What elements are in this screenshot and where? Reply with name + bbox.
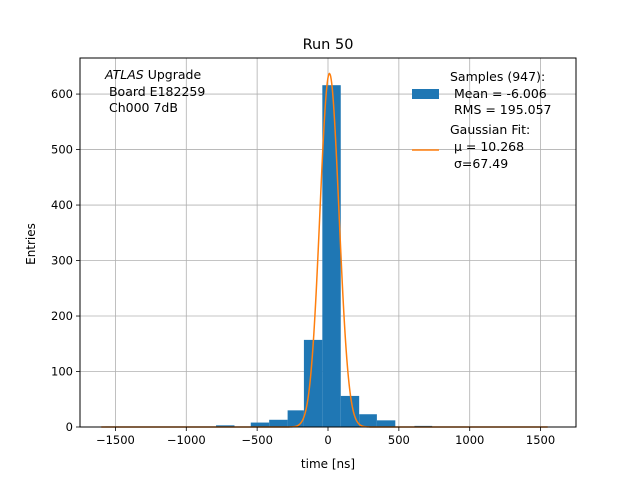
histogram-bar [303,339,323,427]
legend-fit-mu: μ = 10.268 [450,139,524,154]
histogram-bar [359,414,377,427]
legend-histogram-mean: Mean = -6.006 [450,86,547,101]
x-tick-label: 500 [388,433,410,447]
x-tick-label: 0 [324,433,331,447]
histogram-bars [105,85,433,427]
annotation-line-3: Ch000 7dB [105,100,178,115]
annotation-line-2: Board E182259 [105,84,205,99]
x-tick-label: 1500 [526,433,555,447]
y-tick-label: 600 [51,87,73,101]
y-tick-label: 500 [51,143,73,157]
legend-fit-sigma: σ=67.49 [450,156,508,171]
y-tick-label: 0 [66,420,73,434]
histogram-bar [287,410,304,427]
chart-title: Run 50 [303,37,354,53]
legend-histogram-swatch [412,89,439,99]
x-tick-label: −1000 [167,433,206,447]
histogram-bar [269,419,288,427]
annotation-upgrade: Upgrade [144,67,202,82]
annotation-block: ATLAS Upgrade Board E182259 Ch000 7dB [104,67,205,115]
y-tick-label: 300 [51,254,73,268]
legend-fit-label: Gaussian Fit: [450,122,530,137]
axis-ticks: −1500 −1000 −500 0 500 1000 1500 0 100 200 300 400 5… [51,87,555,447]
histogram-bar [216,425,235,427]
histogram-bar [340,395,360,427]
y-tick-label: 200 [51,309,73,323]
histogram-bar [250,422,270,427]
x-tick-label: −500 [241,433,273,447]
legend-histogram-rms: RMS = 195.057 [450,102,552,117]
x-axis-label: time [ns] [301,457,355,471]
y-axis-label: Entries [24,223,38,265]
x-tick-label: −1500 [96,433,135,447]
y-tick-label: 100 [51,365,73,379]
legend: Samples (947): Mean = -6.006 RMS = 195.0… [412,69,552,171]
legend-histogram-label: Samples (947): [450,69,545,84]
annotation-line-1: ATLAS Upgrade [104,67,201,82]
annotation-atlas: ATLAS [104,67,144,82]
histogram-bar [322,85,341,427]
y-tick-label: 400 [51,198,73,212]
histogram-bar [376,420,396,427]
x-tick-label: 1000 [455,433,484,447]
